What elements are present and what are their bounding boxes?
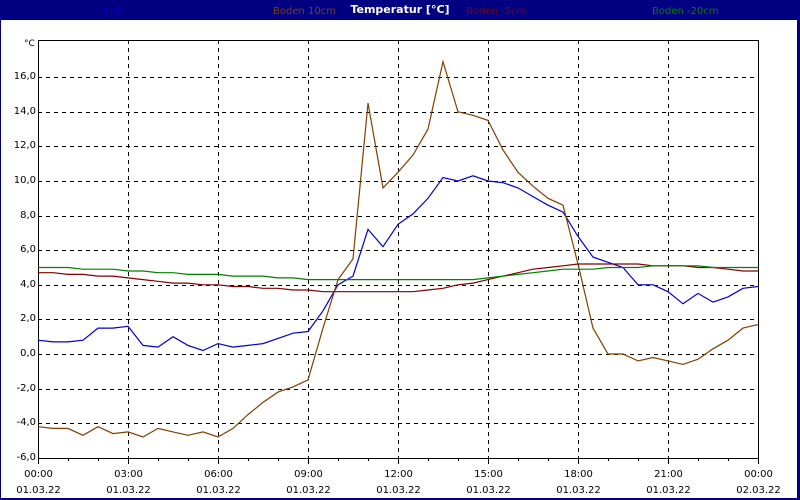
chart-title: Temperatur [°C] [350,3,450,16]
x-tick-date: 01.03.22 [556,485,601,496]
legend-boden-5cm: Boden -5cm [466,6,527,17]
y-tick-label: 10,0 [13,174,36,186]
x-tick-date: 01.03.22 [196,485,241,496]
x-tick-time: 21:00 [654,469,683,480]
x-tick-time: 09:00 [294,469,323,480]
y-tick-label: 6,0 [20,243,36,255]
series-line-boden-5cm [38,263,758,293]
legend-luft: Luft [105,6,124,17]
x-tick-date: 01.03.22 [286,485,331,496]
x-tick-date: 01.03.22 [646,485,691,496]
legend-boden-10cm: Boden 10cm [273,6,336,17]
y-tick-label: -4,0 [16,416,36,428]
y-tick-label: -2,0 [16,382,36,394]
x-tick-time: 00:00 [24,469,53,480]
x-tick-date: 01.03.22 [16,485,61,496]
x-tick-time: 18:00 [564,469,593,480]
x-tick-date: 01.03.22 [106,485,151,496]
series-line-luft [37,175,759,352]
y-tick-label: 12,0 [13,139,36,151]
y-tick-label: 4,0 [20,278,36,290]
y-tick-label: 16,0 [13,70,36,82]
y-tick-label: 0,0 [20,347,36,359]
x-tick-time: 12:00 [384,469,413,480]
series-line-boden-20cm [38,265,758,281]
y-tick-label: 14,0 [13,105,36,117]
y-unit-label: °C [24,39,35,49]
x-tick-time: 06:00 [204,469,233,480]
series-line-boden-10cm [37,59,759,438]
x-tick-date: 01.03.22 [376,485,421,496]
y-tick-label: -6,0 [16,451,36,463]
x-tick-date: 01.03.22 [466,485,511,496]
y-tick-label: 2,0 [20,312,36,324]
x-tick-date: 02.03.22 [736,485,781,496]
x-tick-time: 15:00 [474,469,503,480]
y-tick-label: 8,0 [20,209,36,221]
x-tick-time: 03:00 [114,469,143,480]
x-tick-time: 00:00 [744,469,773,480]
legend-boden-20cm: Boden -20cm [652,6,719,17]
